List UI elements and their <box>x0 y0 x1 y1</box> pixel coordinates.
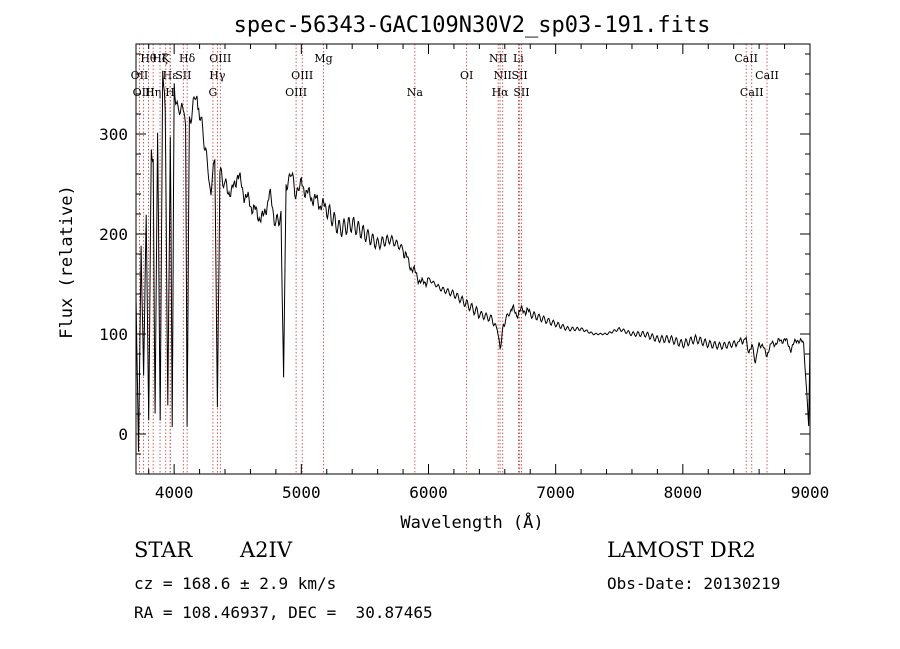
line-label-2: OIII <box>133 86 155 99</box>
x-axis-label: Wavelength (Å) <box>400 511 543 533</box>
sky-coordinates: RA = 108.46937, DEC = 30.87465 <box>134 603 433 622</box>
object-subclass: A2IV <box>240 538 292 562</box>
x-tick-label-3: 7000 <box>536 483 575 502</box>
line-label-11: Hγ <box>209 69 226 82</box>
line-label-1: OII <box>131 69 149 82</box>
x-tick-label-2: 6000 <box>409 483 448 502</box>
line-label-17: OI <box>460 69 473 82</box>
y-tick-label-3: 300 <box>99 125 128 144</box>
survey-name: LAMOST DR2 <box>607 538 756 562</box>
line-label-5: Hη <box>145 86 161 99</box>
line-label-22: Hα <box>492 86 510 99</box>
y-tick-label-1: 100 <box>99 325 128 344</box>
line-label-18: NII <box>489 52 507 65</box>
line-label-24: CaII <box>734 52 758 65</box>
line-label-6: K <box>162 52 171 65</box>
line-label-23: SII <box>513 86 529 99</box>
redshift-velocity: cz = 168.6 ± 2.9 km/s <box>134 574 337 593</box>
line-label-25: CaII <box>755 69 779 82</box>
object-class: STAR <box>134 538 193 562</box>
line-label-21: SII <box>512 69 528 82</box>
line-label-8: H <box>165 86 175 99</box>
line-label-16: Na <box>407 86 424 99</box>
line-label-4: Hε <box>163 69 179 82</box>
line-label-3: Hζ <box>152 52 168 65</box>
x-tick-label-5: 9000 <box>791 483 830 502</box>
y-tick-label-2: 200 <box>99 225 128 244</box>
line-label-10: OIII <box>209 52 231 65</box>
y-tick-label-0: 0 <box>118 425 128 444</box>
line-label-14: OIII <box>291 69 313 82</box>
line-label-15: OIII <box>285 86 307 99</box>
line-label-13: Mg <box>314 52 332 65</box>
line-label-12: G <box>209 86 218 99</box>
line-label-7: SII <box>175 69 191 82</box>
y-axis-label: Flux (relative) <box>57 185 77 339</box>
line-label-26: CaII <box>740 86 764 99</box>
x-tick-label-1: 5000 <box>282 483 321 502</box>
observation-date: Obs-Date: 20130219 <box>607 574 781 593</box>
chart-title: spec-56343-GAC109N30V2_sp03-191.fits <box>234 13 711 38</box>
line-label-20: NII <box>494 69 512 82</box>
x-tick-label-4: 8000 <box>664 483 703 502</box>
series-line-0 <box>135 70 811 452</box>
line-label-9: Hδ <box>179 52 196 65</box>
axes: 4000 5000 6000 7000 8000 9000 0 100 200 300 <box>99 43 830 502</box>
line-label-19: Li <box>513 52 524 65</box>
plot-frame <box>135 43 811 475</box>
x-tick-label-0: 4000 <box>155 483 194 502</box>
series-layer <box>135 70 811 452</box>
